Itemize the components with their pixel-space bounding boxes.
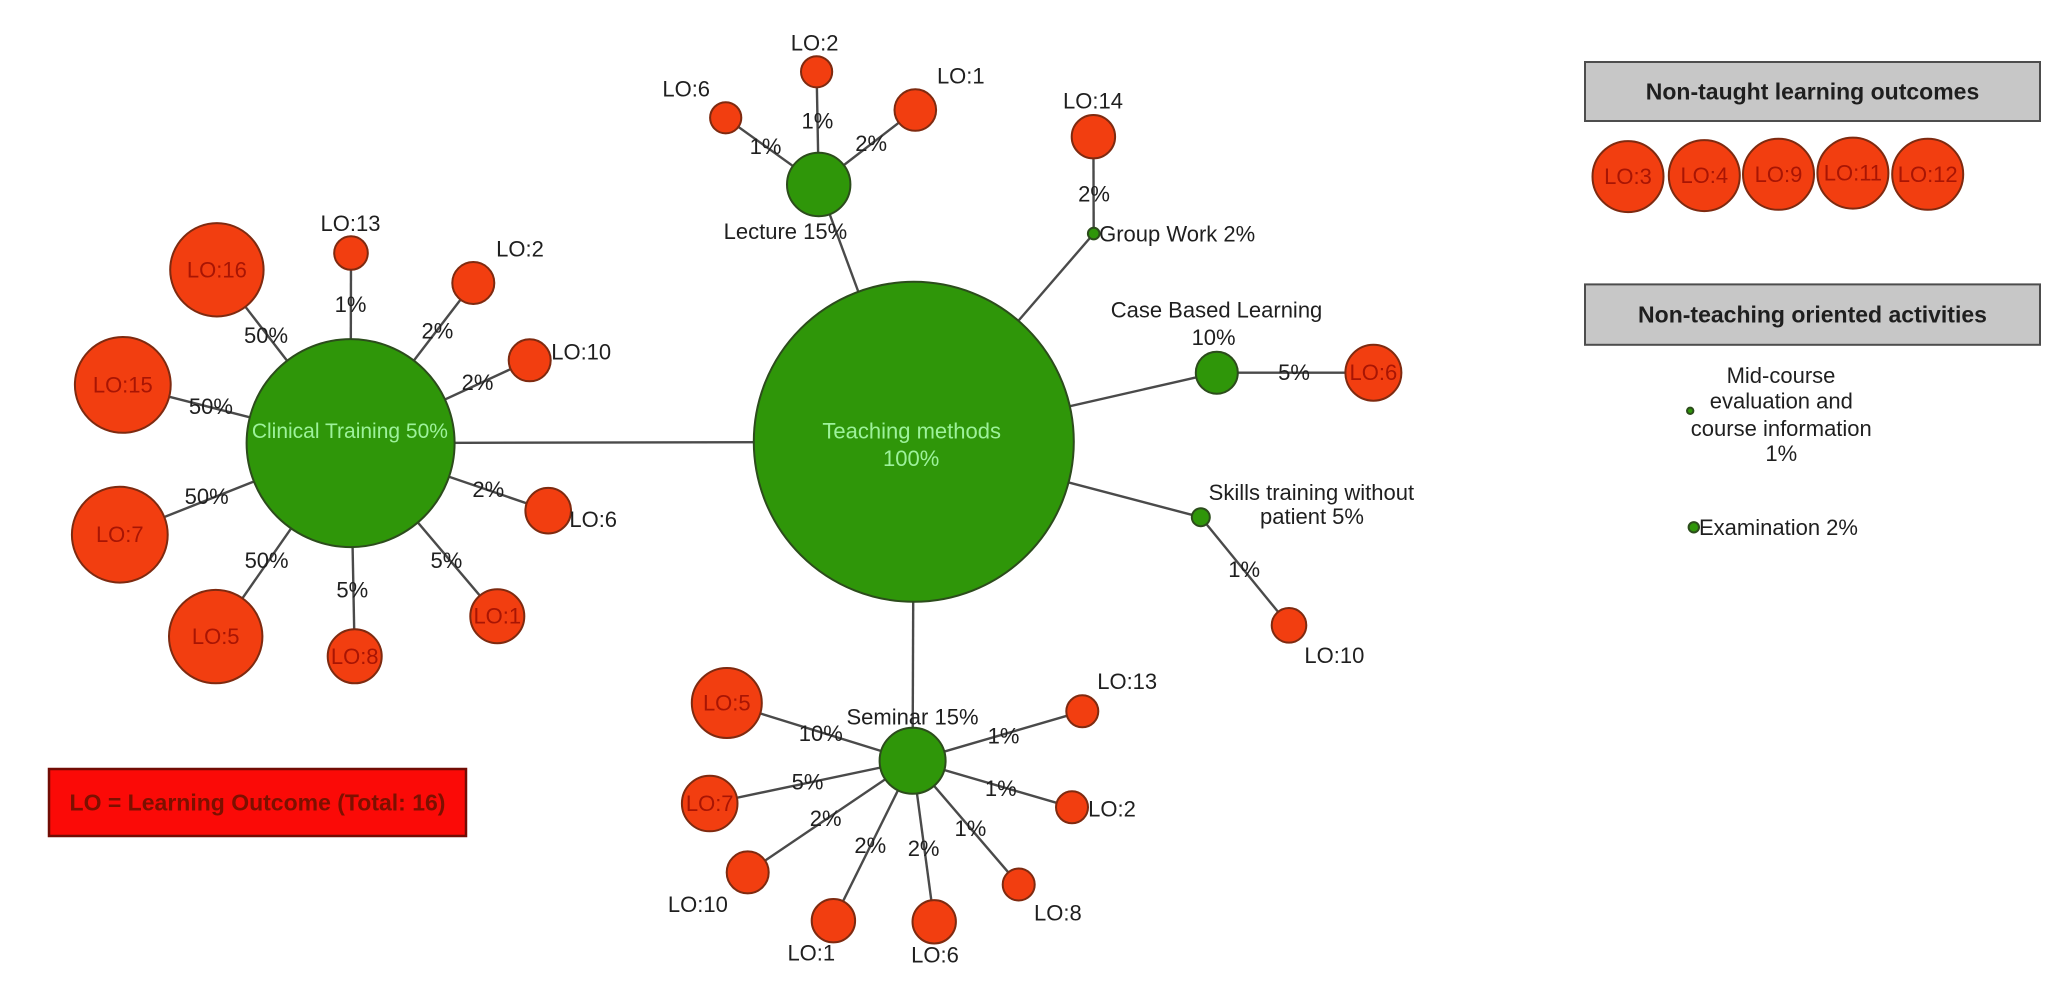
svg-text:1%: 1%: [750, 134, 782, 159]
svg-text:50%: 50%: [245, 548, 289, 573]
svg-text:LO:7: LO:7: [686, 791, 734, 816]
svg-text:2%: 2%: [422, 319, 454, 344]
svg-text:patient 5%: patient 5%: [1260, 504, 1364, 529]
svg-text:50%: 50%: [185, 484, 229, 509]
svg-text:50%: 50%: [244, 323, 288, 348]
svg-text:2%: 2%: [854, 833, 886, 858]
svg-text:LO:13: LO:13: [1097, 669, 1157, 694]
svg-text:LO:7: LO:7: [96, 522, 144, 547]
svg-text:1%: 1%: [802, 109, 834, 134]
svg-text:Seminar 15%: Seminar 15%: [846, 705, 978, 730]
svg-text:LO:6: LO:6: [911, 943, 959, 968]
svg-text:1%: 1%: [988, 724, 1020, 749]
svg-text:LO:6: LO:6: [569, 507, 617, 532]
svg-text:LO:2: LO:2: [496, 236, 544, 261]
svg-text:LO:14: LO:14: [1063, 89, 1123, 114]
svg-text:Case Based Learning: Case Based Learning: [1111, 298, 1323, 323]
svg-text:evaluation and: evaluation and: [1710, 389, 1853, 414]
svg-text:Examination 2%: Examination 2%: [1699, 515, 1858, 540]
svg-text:LO:3: LO:3: [1604, 164, 1652, 189]
svg-text:1%: 1%: [985, 776, 1017, 801]
svg-text:2%: 2%: [1078, 182, 1110, 207]
svg-text:10%: 10%: [799, 721, 843, 746]
svg-text:LO:8: LO:8: [1034, 901, 1082, 926]
svg-text:LO:1: LO:1: [787, 941, 835, 966]
svg-text:LO:10: LO:10: [1304, 643, 1364, 668]
svg-text:Non-taught learning outcomes: Non-taught learning outcomes: [1646, 79, 1980, 105]
svg-text:LO:10: LO:10: [551, 339, 611, 364]
svg-text:10%: 10%: [1192, 325, 1236, 350]
svg-text:LO:15: LO:15: [93, 372, 153, 397]
svg-text:Lecture 15%: Lecture 15%: [724, 219, 848, 244]
svg-text:5%: 5%: [431, 548, 463, 573]
svg-text:50%: 50%: [189, 394, 233, 419]
svg-text:LO:11: LO:11: [1824, 161, 1882, 186]
svg-text:LO:6: LO:6: [1350, 360, 1398, 385]
svg-text:LO:4: LO:4: [1680, 163, 1728, 188]
svg-text:2%: 2%: [855, 131, 887, 156]
svg-text:LO:12: LO:12: [1898, 162, 1958, 187]
svg-text:2%: 2%: [908, 836, 940, 861]
svg-text:LO:8: LO:8: [331, 644, 379, 669]
svg-text:1%: 1%: [955, 816, 987, 841]
svg-text:1%: 1%: [1228, 557, 1260, 582]
svg-text:1%: 1%: [335, 292, 367, 317]
svg-text:LO:2: LO:2: [791, 31, 839, 56]
svg-text:Clinical Training 50%: Clinical Training 50%: [252, 420, 448, 443]
svg-text:5%: 5%: [336, 577, 368, 602]
svg-text:LO:13: LO:13: [321, 211, 381, 236]
svg-text:LO:5: LO:5: [703, 691, 751, 716]
svg-text:5%: 5%: [792, 769, 824, 794]
svg-text:LO:9: LO:9: [1755, 162, 1803, 187]
svg-text:Mid-course: Mid-course: [1727, 363, 1836, 388]
svg-text:Skills training without: Skills training without: [1209, 480, 1414, 505]
svg-text:Group Work 2%: Group Work 2%: [1099, 222, 1255, 247]
svg-text:LO = Learning Outcome (Total:: LO = Learning Outcome (Total: 16): [70, 790, 446, 816]
svg-text:5%: 5%: [1278, 360, 1310, 385]
svg-text:100%: 100%: [883, 446, 939, 471]
svg-text:LO:5: LO:5: [192, 624, 240, 649]
svg-text:2%: 2%: [810, 806, 842, 831]
svg-text:LO:1: LO:1: [473, 604, 521, 629]
svg-text:LO:16: LO:16: [187, 257, 247, 282]
svg-text:LO:10: LO:10: [668, 892, 728, 917]
svg-text:Teaching methods: Teaching methods: [822, 419, 1001, 444]
svg-text:2%: 2%: [462, 370, 494, 395]
svg-text:LO:1: LO:1: [937, 64, 985, 89]
svg-text:1%: 1%: [1765, 441, 1797, 466]
svg-text:LO:6: LO:6: [662, 77, 710, 102]
svg-text:Non-teaching oriented activiti: Non-teaching oriented activities: [1638, 302, 1987, 328]
svg-text:2%: 2%: [472, 477, 504, 502]
svg-text:course information: course information: [1691, 416, 1872, 441]
svg-text:LO:2: LO:2: [1088, 797, 1136, 822]
